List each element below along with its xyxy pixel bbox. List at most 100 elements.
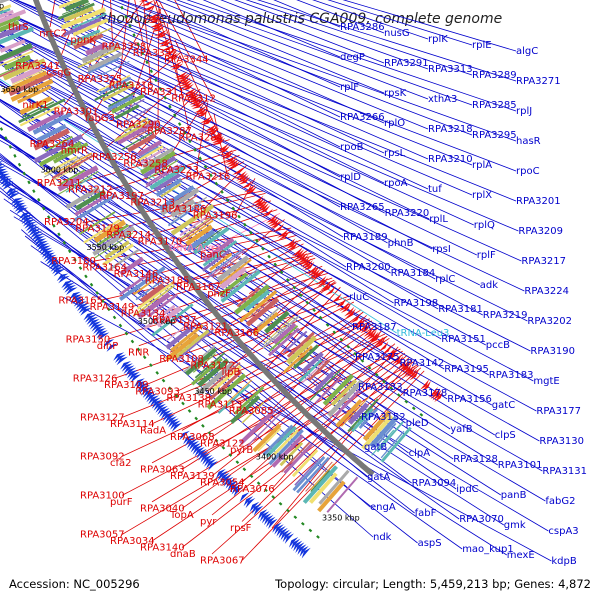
gene-block — [0, 43, 33, 62]
gene-label: RPA3109 — [104, 380, 149, 391]
gene-label: RPA3212 — [68, 185, 113, 196]
gene-block — [310, 463, 335, 491]
reverse-gene-arrow — [83, 312, 95, 321]
gene-block — [155, 306, 182, 328]
gene-block — [119, 256, 145, 276]
reverse-gene-arrow — [85, 314, 97, 323]
reverse-gene-arrow — [30, 231, 43, 239]
reverse-gene-arrow — [16, 207, 29, 215]
reverse-gene-arrow — [227, 480, 238, 491]
forward-gene-arrow — [303, 261, 315, 271]
gene-block — [263, 316, 295, 345]
reverse-gene-arrow — [0, 156, 1, 157]
gene-block — [197, 358, 230, 387]
gene-label: RPA3152 — [361, 412, 406, 423]
reverse-gene-arrow — [284, 533, 294, 544]
forward-gene-arrow — [150, 21, 163, 28]
gene-block — [133, 278, 155, 296]
gene-block — [74, 193, 110, 217]
gene-block — [202, 237, 235, 263]
gene-label: adk — [480, 280, 498, 291]
reverse-gene-arrow — [159, 408, 170, 418]
reverse-gene-arrow — [106, 343, 118, 352]
gene-block — [0, 26, 34, 45]
forward-gene-arrow — [175, 71, 188, 78]
label-connector — [0, 158, 499, 466]
gene-block — [271, 434, 304, 468]
label-connector — [59, 0, 473, 166]
forward-gene-arrow — [204, 124, 217, 132]
gene-label: RPA3134 — [121, 308, 166, 319]
forward-gene-arrow — [363, 326, 374, 337]
reverse-gene-arrow — [289, 537, 299, 548]
gene-block — [239, 409, 276, 445]
forward-gene-arrow — [373, 336, 384, 347]
label-connector — [0, 63, 350, 298]
gene-block — [191, 357, 223, 386]
gene-block — [57, 152, 93, 173]
reverse-gene-arrow — [190, 443, 201, 453]
reverse-gene-arrow — [151, 399, 163, 409]
gene-block — [0, 50, 34, 67]
gene-label: phzF — [207, 289, 231, 300]
gene-block — [183, 345, 216, 373]
gene-block — [8, 72, 54, 97]
gene-block — [0, 9, 27, 24]
forward-gene-arrow — [259, 205, 271, 214]
gene-label: pleD — [406, 418, 429, 429]
forward-gene-arrow — [345, 308, 356, 319]
reverse-gene-arrow — [164, 414, 176, 424]
gene-block — [86, 51, 123, 72]
gene-label: gatA — [367, 472, 390, 483]
gene-block — [185, 224, 213, 246]
gene-block — [75, 189, 106, 211]
gene-block — [179, 214, 209, 237]
gene-label: RPA3195 — [444, 364, 489, 375]
gene-label: rpoC — [516, 166, 540, 177]
label-connector — [13, 216, 549, 532]
gene-block — [347, 398, 379, 433]
label-connector — [145, 298, 351, 386]
gene-block — [334, 389, 360, 417]
gene-label: RPA3057 — [80, 530, 125, 541]
reverse-gene-arrow — [280, 529, 290, 541]
reverse-gene-arrow — [219, 472, 230, 483]
gene-label: RPA3054 — [200, 477, 245, 488]
gene-label: rplC — [435, 274, 455, 285]
gene-block — [302, 465, 338, 504]
gene-block — [57, 165, 99, 192]
reverse-gene-arrow — [293, 540, 303, 552]
gene-label: RPA3137 — [152, 315, 197, 326]
reverse-gene-arrow — [229, 482, 240, 493]
gene-block — [12, 69, 45, 85]
gene-block — [330, 379, 358, 407]
forward-gene-arrow — [224, 155, 237, 164]
gene-label: RPA3209 — [518, 226, 563, 237]
reverse-gene-arrow — [114, 354, 126, 363]
reverse-gene-arrow — [0, 158, 2, 160]
reverse-gene-arrow — [21, 217, 34, 225]
reverse-gene-arrow — [233, 486, 244, 497]
reverse-gene-arrow — [58, 275, 70, 284]
gene-block — [43, 155, 83, 178]
gene-block — [283, 345, 313, 374]
gene-label: gatC — [492, 400, 515, 411]
gene-block — [2, 58, 46, 81]
label-connector — [151, 320, 373, 425]
label-connector — [110, 0, 113, 41]
gene-block — [230, 395, 261, 424]
gene-block — [0, 0, 1, 1]
label-connector — [174, 0, 207, 60]
gene-block — [194, 352, 226, 379]
gene-block — [178, 216, 215, 242]
reverse-gene-arrow — [257, 509, 268, 520]
gene-block — [298, 358, 323, 383]
gene-block — [268, 327, 300, 357]
gene-label: rplO — [384, 118, 405, 129]
gene-block — [292, 456, 326, 492]
gene-label: RPA3146 — [114, 269, 159, 280]
reverse-gene-arrow — [38, 245, 51, 253]
forward-gene-arrow — [268, 218, 280, 227]
label-connector — [234, 0, 429, 70]
gene-label: rluC — [349, 292, 369, 303]
